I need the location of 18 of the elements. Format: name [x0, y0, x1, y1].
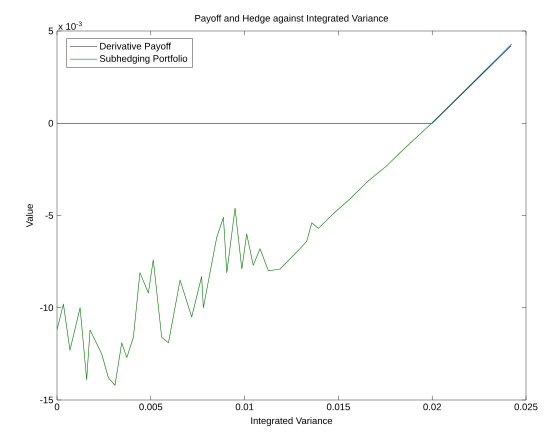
x-tick-label: 0.025 — [514, 404, 538, 410]
chart-title: Payoff and Hedge against Integrated Variance — [195, 14, 388, 24]
x-tick-label: 0.02 — [423, 404, 441, 410]
text: x 10$^{-3}$ — [58, 21, 82, 30]
y-tick-label: -15 — [40, 396, 54, 404]
x-axis-title: Integrated Variance — [251, 417, 332, 426]
x-tick-label: 0.015 — [326, 404, 350, 410]
line-series — [57, 44, 512, 386]
legend-label: Subhedging Portfolio — [100, 54, 188, 64]
y-tick-label: 5 — [48, 28, 54, 34]
legend-label: Derivative Payoff — [100, 42, 172, 52]
y-tick-label: -5 — [45, 212, 54, 219]
y-tick-label: 0 — [48, 120, 54, 127]
x-tick-label: 0.005 — [139, 404, 162, 410]
x-tick-label: 0 — [54, 404, 60, 410]
y-axis-title: Value — [26, 204, 33, 228]
y-tick-label: -10 — [40, 304, 54, 312]
x-tick-label: 0.01 — [236, 404, 254, 410]
